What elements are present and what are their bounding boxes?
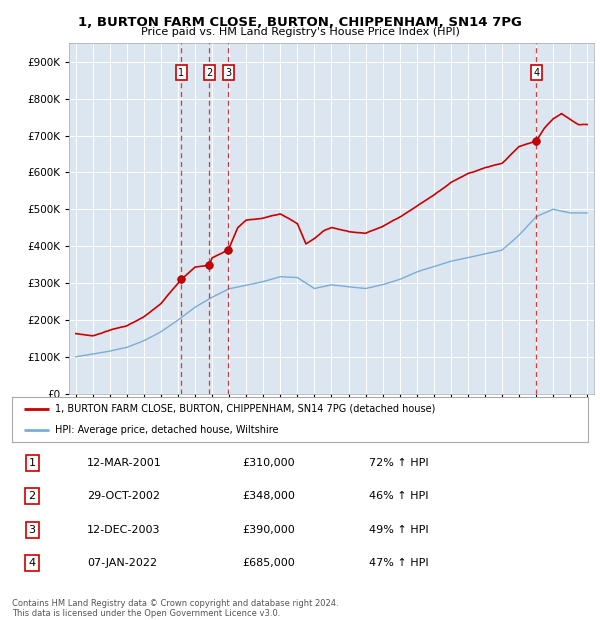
Text: 12-DEC-2003: 12-DEC-2003 [87, 525, 160, 534]
Text: 47% ↑ HPI: 47% ↑ HPI [369, 558, 429, 568]
Text: 1: 1 [29, 458, 35, 468]
Text: 3: 3 [226, 68, 232, 78]
Text: 2: 2 [29, 492, 36, 502]
Text: 12-MAR-2001: 12-MAR-2001 [87, 458, 161, 468]
Text: £390,000: £390,000 [242, 525, 295, 534]
Text: 2: 2 [206, 68, 212, 78]
Text: 07-JAN-2022: 07-JAN-2022 [87, 558, 157, 568]
Text: Contains HM Land Registry data © Crown copyright and database right 2024.
This d: Contains HM Land Registry data © Crown c… [12, 599, 338, 618]
Text: 46% ↑ HPI: 46% ↑ HPI [369, 492, 428, 502]
Text: 4: 4 [29, 558, 36, 568]
Text: 3: 3 [29, 525, 35, 534]
Text: £348,000: £348,000 [242, 492, 295, 502]
Text: 4: 4 [533, 68, 539, 78]
Text: 1: 1 [178, 68, 184, 78]
Text: £685,000: £685,000 [242, 558, 295, 568]
Text: 49% ↑ HPI: 49% ↑ HPI [369, 525, 429, 534]
Text: HPI: Average price, detached house, Wiltshire: HPI: Average price, detached house, Wilt… [55, 425, 278, 435]
Text: 29-OCT-2002: 29-OCT-2002 [87, 492, 160, 502]
Text: 72% ↑ HPI: 72% ↑ HPI [369, 458, 429, 468]
Text: Price paid vs. HM Land Registry's House Price Index (HPI): Price paid vs. HM Land Registry's House … [140, 27, 460, 37]
Text: 1, BURTON FARM CLOSE, BURTON, CHIPPENHAM, SN14 7PG: 1, BURTON FARM CLOSE, BURTON, CHIPPENHAM… [78, 16, 522, 29]
Text: 1, BURTON FARM CLOSE, BURTON, CHIPPENHAM, SN14 7PG (detached house): 1, BURTON FARM CLOSE, BURTON, CHIPPENHAM… [55, 404, 436, 414]
Text: £310,000: £310,000 [242, 458, 295, 468]
